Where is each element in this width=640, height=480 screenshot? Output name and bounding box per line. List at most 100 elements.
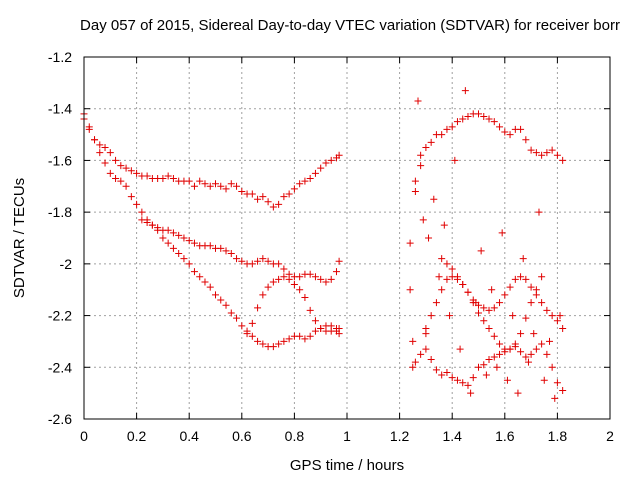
data-point: [217, 244, 225, 252]
data-point: [522, 275, 530, 283]
data-point: [248, 260, 256, 268]
data-point: [85, 123, 93, 131]
data-point: [275, 260, 283, 268]
data-point: [417, 151, 425, 159]
data-point: [438, 286, 446, 294]
data-point: [122, 182, 130, 190]
data-point: [480, 112, 488, 120]
data-point: [296, 332, 304, 340]
data-point: [464, 112, 472, 120]
data-point: [435, 273, 443, 281]
data-point: [280, 193, 288, 201]
series-group: [438, 255, 567, 332]
data-point: [269, 203, 277, 211]
data-point: [543, 306, 551, 314]
data-point: [548, 363, 556, 371]
data-point: [459, 281, 467, 289]
data-point: [159, 234, 167, 242]
data-point: [306, 306, 314, 314]
data-point: [527, 146, 535, 154]
data-point: [427, 138, 435, 146]
data-point: [206, 283, 214, 291]
data-point: [217, 296, 225, 304]
data-point: [254, 257, 262, 265]
data-point: [453, 118, 461, 126]
x-tick-label: 0.2: [127, 428, 147, 444]
data-point: [180, 255, 188, 263]
data-point: [238, 257, 246, 265]
data-point: [469, 374, 477, 382]
data-point: [112, 175, 120, 183]
data-point: [480, 317, 488, 325]
data-point: [222, 301, 230, 309]
data-point: [453, 376, 461, 384]
series-group: [406, 87, 564, 402]
data-point: [259, 255, 267, 263]
data-point: [238, 322, 246, 330]
data-point: [490, 332, 498, 340]
data-point: [464, 288, 472, 296]
data-point: [438, 131, 446, 139]
data-point: [530, 330, 538, 338]
data-point: [327, 156, 335, 164]
data-point: [264, 283, 272, 291]
data-point: [548, 312, 556, 320]
data-point: [280, 273, 288, 281]
data-point: [517, 125, 525, 133]
data-point: [180, 234, 188, 242]
data-point: [185, 237, 193, 245]
data-point: [335, 257, 343, 265]
data-point: [411, 187, 419, 195]
data-point: [290, 185, 298, 193]
data-point: [306, 175, 314, 183]
data-point: [553, 151, 561, 159]
x-tick-labels: 0 0.2 0.4 0.6 0.8 1 1.2 1.4 1.6 1.8 2: [80, 428, 614, 444]
data-point: [509, 312, 517, 320]
data-point: [317, 325, 325, 332]
data-point: [254, 304, 262, 312]
data-point: [296, 180, 304, 188]
data-point: [448, 374, 456, 382]
data-point: [422, 345, 430, 353]
data-point: [233, 314, 241, 322]
y-tick-labels: -1.2 -1.4 -1.6 -1.8 -2 -2.2 -2.4 -2.6: [48, 49, 72, 427]
data-point: [335, 151, 343, 159]
data-point: [201, 180, 209, 188]
data-point: [164, 172, 172, 180]
data-point: [546, 337, 554, 345]
data-point: [501, 291, 509, 299]
data-point: [311, 169, 319, 177]
data-point: [327, 275, 335, 283]
data-point: [96, 149, 104, 157]
data-point: [511, 275, 519, 283]
data-point: [332, 268, 340, 276]
data-point: [301, 335, 309, 343]
data-point: [175, 231, 183, 239]
data-point: [106, 169, 114, 177]
data-point: [524, 358, 532, 366]
data-point: [553, 379, 561, 387]
data-point: [101, 144, 109, 151]
data-point: [419, 216, 427, 224]
data-point: [464, 381, 472, 389]
data-point: [532, 149, 540, 157]
data-point: [475, 309, 482, 317]
data-point: [406, 286, 414, 294]
data-point: [222, 247, 230, 255]
data-point: [556, 312, 564, 320]
data-point: [430, 195, 438, 203]
data-point: [212, 291, 219, 299]
data-point: [259, 291, 267, 299]
data-point: [290, 281, 298, 289]
data-point: [451, 156, 459, 164]
data-point: [438, 371, 446, 379]
data-points: [80, 87, 567, 402]
data-point: [101, 159, 109, 167]
data-point: [254, 195, 262, 203]
series-group: [411, 340, 567, 395]
data-point: [493, 363, 501, 371]
data-point: [169, 244, 177, 252]
data-point: [285, 335, 293, 343]
data-point: [275, 200, 283, 208]
